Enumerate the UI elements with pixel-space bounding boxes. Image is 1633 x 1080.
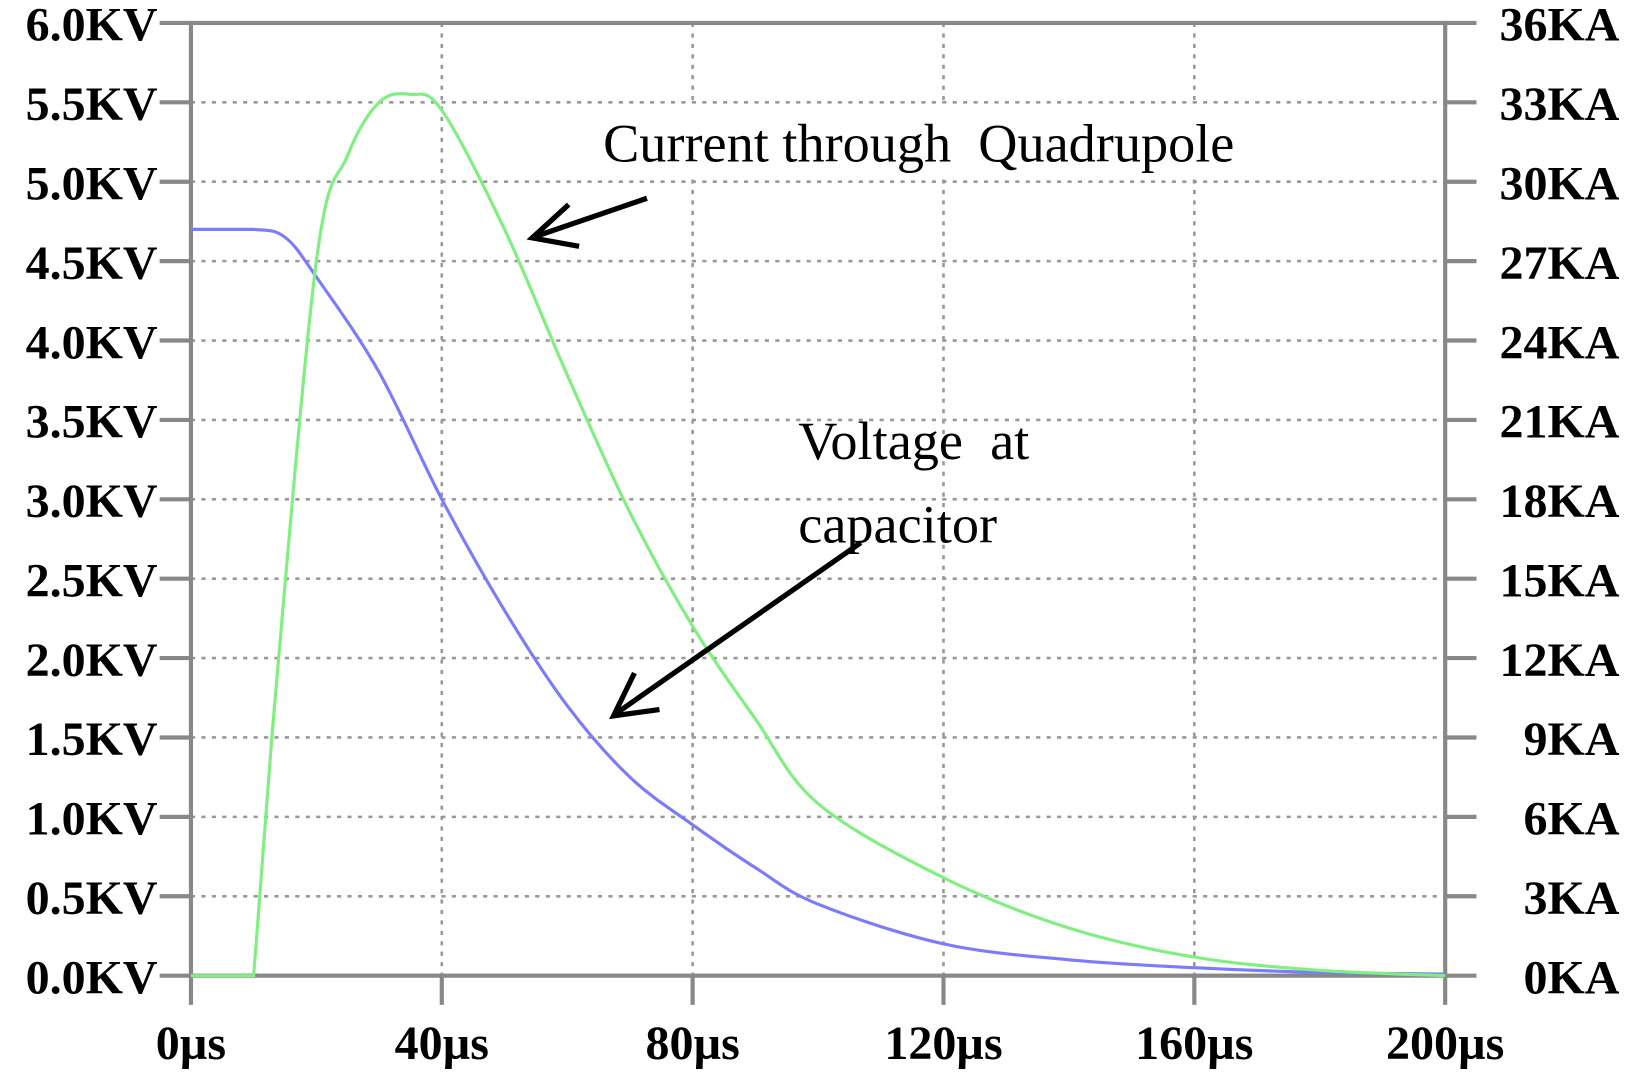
y-tick-label: 5.5KV	[26, 78, 158, 131]
y2-tick-label: 3KA	[1523, 872, 1619, 925]
y-tick-label: 0.5KV	[26, 872, 158, 925]
y-tick-label: 1.5KV	[26, 713, 158, 766]
y-tick-label: 1.0KV	[26, 793, 158, 846]
x-tick-label: 40µs	[395, 1017, 489, 1070]
tick-labels: 0µs 40µs 80µs 120µs 160µs 200µs 0.0KV 0.5KV 1.0K…	[26, 0, 1620, 1070]
grid	[190, 22, 1446, 976]
arrow-current	[526, 195, 648, 249]
x-tick-label: 200µs	[1386, 1017, 1504, 1070]
y2-tick-label: 36KA	[1499, 0, 1619, 52]
y2-tick-label: 6KA	[1523, 793, 1619, 846]
y-tick-label: 6.0KV	[26, 0, 158, 52]
annotation-voltage-line2: capacitor	[798, 495, 997, 555]
y2-tick-label: 9KA	[1523, 713, 1619, 766]
x-tick-label: 80µs	[645, 1017, 739, 1070]
arrow-voltage	[609, 540, 863, 720]
y2-tick-label: 0KA	[1523, 951, 1619, 1004]
y-tick-label: 3.5KV	[26, 396, 158, 449]
y2-tick-label: 12KA	[1499, 634, 1619, 687]
y2-tick-label: 15KA	[1499, 554, 1619, 607]
series-line-current	[190, 92, 1446, 978]
axes	[159, 20, 1477, 1005]
x-tick-label: 120µs	[884, 1017, 1002, 1070]
annotation-voltage-line1: Voltage at	[798, 411, 1029, 471]
y-tick-label: 0.0KV	[26, 951, 158, 1004]
y2-tick-label: 30KA	[1499, 157, 1619, 210]
y-tick-label: 4.5KV	[26, 237, 158, 290]
y2-tick-label: 27KA	[1499, 237, 1619, 290]
y-tick-label: 4.0KV	[26, 316, 158, 369]
annotation-bg	[594, 104, 1409, 178]
series	[190, 92, 1446, 978]
y-tick-label: 2.0KV	[26, 634, 158, 687]
x-tick-label: 0µs	[156, 1017, 226, 1070]
x-tick-label: 160µs	[1135, 1017, 1253, 1070]
series-line-voltage	[190, 227, 1446, 976]
annotation-current: Current through Quadrupole	[603, 114, 1234, 174]
y-tick-label: 2.5KV	[26, 554, 158, 607]
y-tick-label: 3.0KV	[26, 475, 158, 528]
plot-frame	[188, 20, 1448, 978]
y2-tick-label: 18KA	[1499, 475, 1619, 528]
y2-tick-label: 33KA	[1499, 78, 1619, 131]
y-tick-label: 5.0KV	[26, 157, 158, 210]
y2-tick-label: 24KA	[1499, 316, 1619, 369]
y2-tick-label: 21KA	[1499, 396, 1619, 449]
